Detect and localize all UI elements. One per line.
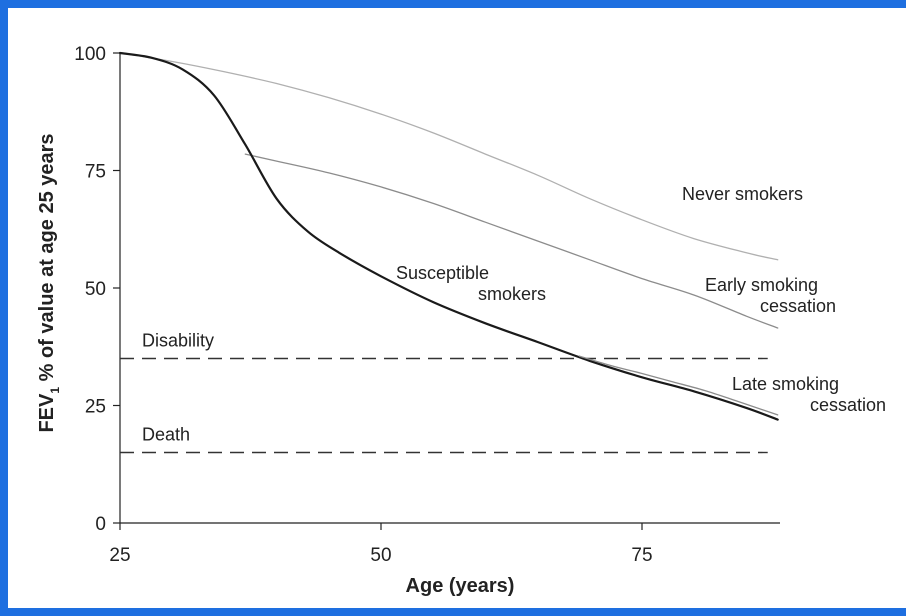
annotation-line: cessation [810,395,886,415]
reference-label-death: Death [142,425,190,445]
annotation-line: Never smokers [682,184,803,204]
y-axis-title: FEV1 % of value at age 25 years [36,133,62,432]
series-line-susceptible-smokers [118,51,779,421]
annotation-line: Late smoking [732,374,839,394]
y-tick-label: 25 [85,397,106,418]
annotation-line: smokers [478,284,546,304]
y-axis-title-prefix: FEV [36,393,58,433]
series-lines [118,51,779,421]
annotation-line: cessation [760,296,836,316]
x-axis-title: Age (years) [406,575,515,597]
y-axis-ticks: 0 25 50 75 100 [74,44,120,535]
y-axis-title-subscript: 1 [48,387,62,394]
x-tick-label: 75 [631,545,652,566]
annotation-line: Susceptible [396,263,489,283]
series-line-never-smokers [119,52,779,261]
reference-lines: Disability Death [120,331,768,454]
x-tick-label: 50 [370,545,391,566]
y-tick-label: 75 [85,162,106,183]
series-line-early-smoking-cessation [244,153,779,329]
x-tick-label: 25 [109,545,130,566]
y-axis-title-suffix: % of value at age 25 years [36,133,58,386]
x-axis-ticks: 25 50 75 [109,523,653,566]
y-tick-label: 0 [95,514,106,535]
y-tick-label: 100 [74,44,106,65]
y-tick-label: 50 [85,279,106,300]
reference-label-disability: Disability [142,331,214,351]
series-line-late-smoking-cessation [578,355,779,416]
annotation-line: Early smoking [705,275,818,295]
annotation-never-smokers: Never smokers [682,184,803,204]
